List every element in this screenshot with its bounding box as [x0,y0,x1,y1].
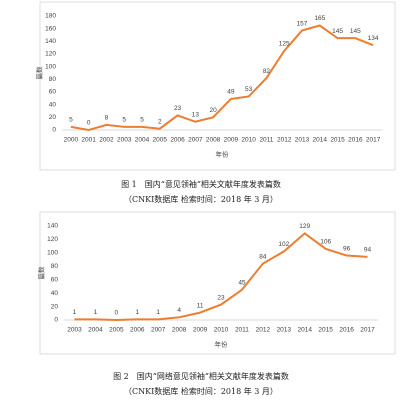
y-tick-label: 60 [49,89,57,96]
x-tick-label: 2001 [81,137,96,144]
y-tick-label: 40 [49,101,57,108]
y-tick-label: 0 [54,317,58,324]
y-tick-label: 140 [47,223,58,230]
x-tick-label: 2003 [67,327,82,334]
data-label: 94 [364,247,372,254]
y-tick-label: 160 [45,25,56,32]
x-tick-label: 2008 [206,137,221,144]
x-tick-label: 2005 [109,327,124,334]
caption-note: （CNKI数据库 检索时间：2018 年 3 月） [124,386,278,396]
x-tick-label: 2004 [88,327,103,334]
data-label: 129 [299,223,310,230]
data-label: 134 [368,35,379,42]
y-tick-label: 20 [51,303,59,310]
x-tick-label: 2013 [277,327,292,334]
x-tick-label: 2006 [130,327,145,334]
chart-frame [39,1,396,171]
y-tick-label: 120 [47,236,58,243]
x-tick-label: 2012 [277,137,292,144]
x-tick-label: 2014 [313,137,328,144]
data-label: 49 [227,89,235,96]
y-tick-label: 180 [45,13,56,20]
line [70,24,374,132]
x-tick-label: 2016 [348,137,363,144]
x-axis-label: 年份 [216,150,230,159]
x-tick-label: 2017 [360,327,375,334]
x-tick-label: 2013 [295,137,310,144]
y-tick-label: 60 [51,276,59,283]
x-axis-label: 年份 [215,340,229,349]
x-tick-label: 2011 [235,327,249,334]
data-label: 4 [177,307,181,314]
data-label: 2 [158,118,162,125]
data-label: 0 [87,120,91,127]
data-label: 1 [73,309,77,316]
x-tick-label: 2008 [172,327,187,334]
x-tick-label: 2007 [188,137,203,144]
data-label: 11 [197,302,204,309]
caption-note: （CNKI数据库 检索时间：2018 年 3 月） [124,194,278,204]
x-tick-label: 2000 [64,137,79,144]
data-label: 0 [115,310,119,317]
x-tick-label: 2009 [193,327,208,334]
data-label: 1 [135,309,139,316]
y-tick-label: 120 [45,51,56,58]
x-tick-label: 2016 [339,327,354,334]
caption: 图 1 国内“意见领袖”相关文献年度发表篇数 [121,179,281,189]
x-tick-label: 2017 [366,137,381,144]
x-tick-label: 2009 [224,137,239,144]
x-tick-label: 2005 [153,137,168,144]
x-tick-label: 2010 [241,137,256,144]
data-label: 5 [69,117,73,124]
y-tick-label: 100 [45,63,56,70]
y-tick-label: 40 [51,290,59,297]
data-label: 23 [217,294,225,301]
data-label: 5 [122,117,126,124]
data-label: 125 [279,41,290,48]
data-label: 20 [209,107,217,114]
data-label: 145 [332,28,343,35]
data-label: 53 [245,86,253,93]
data-label: 13 [192,111,200,118]
data-label: 96 [343,245,351,252]
data-label: 102 [278,241,289,248]
y-tick-label: 100 [47,250,58,257]
y-tick-label: 0 [52,127,56,134]
x-tick-label: 2003 [117,137,132,144]
line [74,232,368,322]
y-axis-label: 篇数 [37,266,46,280]
data-label: 1 [156,309,160,316]
data-label: 82 [263,68,271,75]
x-tick-label: 2004 [135,137,150,144]
y-tick-label: 80 [51,263,59,270]
x-tick-label: 2006 [170,137,185,144]
x-tick-label: 2012 [256,327,271,334]
data-label: 8 [105,115,109,122]
data-label: 5 [140,117,144,124]
y-tick-label: 140 [45,38,56,45]
data-label: 157 [297,20,308,27]
x-tick-label: 2007 [151,327,166,334]
data-label: 106 [320,239,331,246]
caption: 图 2 国内“网络意见领袖”相关文献年度发表篇数 [113,371,289,381]
data-label: 23 [174,105,182,112]
data-label: 45 [238,280,246,287]
data-label: 1 [94,309,98,316]
data-label: 145 [350,28,361,35]
x-tick-label: 2002 [99,137,114,144]
x-tick-label: 2015 [330,137,345,144]
x-tick-label: 2011 [259,137,273,144]
x-tick-label: 2010 [214,327,229,334]
y-tick-label: 20 [49,114,57,121]
y-axis-label: 篇数 [35,66,44,80]
data-label: 84 [259,253,267,260]
chart-frame [39,211,396,355]
y-tick-label: 80 [49,76,57,83]
x-tick-label: 2015 [318,327,333,334]
x-tick-label: 2014 [297,327,312,334]
data-label: 165 [314,15,325,22]
